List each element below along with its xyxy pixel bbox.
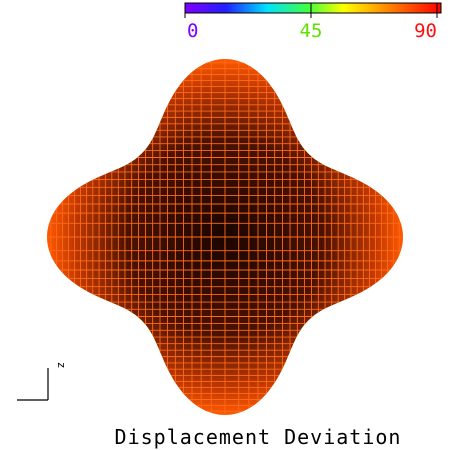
axis-triad: [17, 368, 49, 401]
colorbar-ticks: 0 45 90: [184, 3, 438, 42]
tick-label: 0: [187, 20, 198, 42]
tick-label: 90: [414, 20, 437, 42]
tick-label: 45: [300, 20, 323, 42]
colorbar: [184, 2, 442, 14]
axis-label: z: [55, 362, 68, 369]
title: Displacement Deviation: [115, 425, 402, 449]
